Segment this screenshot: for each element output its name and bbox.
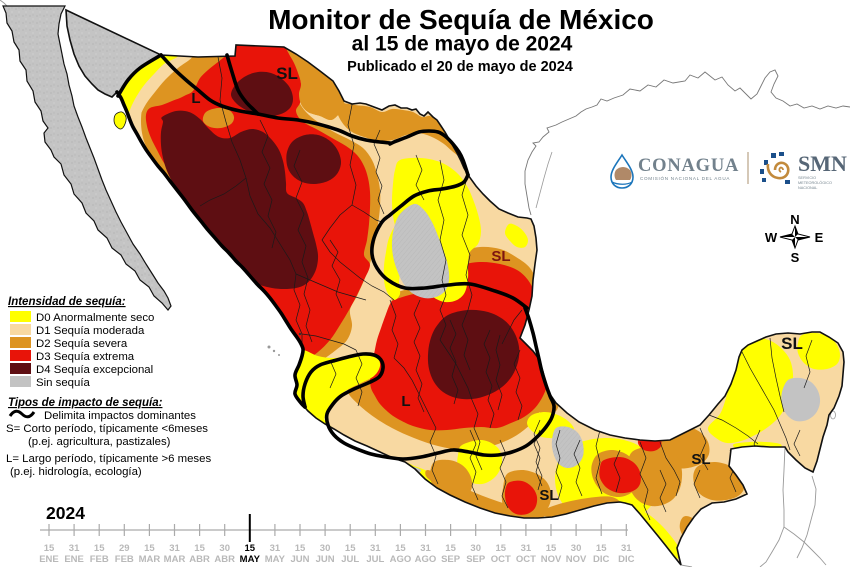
svg-text:D0 Anormalmente seco: D0 Anormalmente seco — [36, 312, 154, 324]
svg-text:FEB: FEB — [115, 554, 134, 565]
svg-text:Monitor de Sequía de México: Monitor de Sequía de México — [268, 4, 654, 35]
svg-text:L: L — [191, 90, 200, 107]
svg-text:JUL: JUL — [341, 554, 359, 565]
svg-text:CONAGUA: CONAGUA — [638, 156, 739, 176]
svg-text:OCT: OCT — [491, 554, 511, 565]
svg-text:MAR: MAR — [164, 554, 186, 565]
svg-text:W: W — [765, 230, 778, 245]
svg-text:2024: 2024 — [46, 503, 85, 523]
svg-text:AGO: AGO — [415, 554, 437, 565]
svg-text:15: 15 — [144, 543, 155, 554]
svg-text:Sin sequía: Sin sequía — [36, 377, 90, 389]
svg-text:31: 31 — [420, 543, 431, 554]
svg-text:15: 15 — [295, 543, 306, 554]
svg-text:31: 31 — [521, 543, 532, 554]
svg-text:31: 31 — [370, 543, 381, 554]
svg-text:L= Largo período, típicamente: L= Largo período, típicamente >6 meses — [6, 453, 211, 465]
svg-text:31: 31 — [621, 543, 632, 554]
svg-text:JUN: JUN — [290, 554, 309, 565]
svg-text:SMN: SMN — [798, 151, 847, 176]
svg-text:(p.ej. agricultura, pastizales: (p.ej. agricultura, pastizales) — [28, 436, 171, 448]
svg-text:E: E — [815, 230, 824, 245]
svg-text:SEP: SEP — [441, 554, 461, 565]
svg-text:SL: SL — [276, 64, 298, 83]
svg-text:AGO: AGO — [390, 554, 412, 565]
svg-text:31: 31 — [169, 543, 180, 554]
svg-text:15: 15 — [345, 543, 356, 554]
svg-text:ENE: ENE — [64, 554, 84, 565]
svg-text:15: 15 — [395, 543, 406, 554]
svg-text:15: 15 — [44, 543, 55, 554]
svg-text:30: 30 — [320, 543, 331, 554]
svg-text:DIC: DIC — [618, 554, 635, 565]
svg-text:15: 15 — [445, 543, 456, 554]
svg-text:SL: SL — [539, 487, 558, 504]
svg-text:29: 29 — [119, 543, 130, 554]
svg-text:NACIONAL: NACIONAL — [798, 186, 817, 190]
svg-text:MAR: MAR — [139, 554, 161, 565]
svg-text:30: 30 — [470, 543, 481, 554]
svg-text:Publicado el 20 de mayo de 202: Publicado el 20 de mayo de 2024 — [347, 59, 573, 75]
svg-text:SL: SL — [781, 334, 803, 353]
svg-text:COMISIÓN NACIONAL DEL AGUA: COMISIÓN NACIONAL DEL AGUA — [640, 175, 730, 181]
svg-text:NOV: NOV — [566, 554, 587, 565]
svg-text:al 15 de mayo de 2024: al 15 de mayo de 2024 — [352, 33, 573, 56]
svg-text:N: N — [790, 212, 799, 227]
svg-text:OCT: OCT — [516, 554, 536, 565]
svg-text:15: 15 — [94, 543, 105, 554]
svg-text:Tipos de impacto de sequía:: Tipos de impacto de sequía: — [8, 397, 163, 409]
svg-text:SL: SL — [691, 451, 710, 468]
svg-text:MAY: MAY — [240, 554, 261, 565]
svg-text:L: L — [401, 393, 410, 410]
svg-text:FEB: FEB — [90, 554, 109, 565]
svg-text:15: 15 — [596, 543, 607, 554]
svg-text:15: 15 — [245, 543, 256, 554]
svg-text:D4 Sequía excepcional: D4 Sequía excepcional — [36, 364, 153, 376]
svg-text:S: S — [791, 250, 800, 265]
svg-text:SL: SL — [491, 248, 510, 265]
svg-text:15: 15 — [194, 543, 205, 554]
svg-text:31: 31 — [69, 543, 80, 554]
svg-text:MAY: MAY — [265, 554, 286, 565]
svg-text:(p.ej. hidrología, ecología): (p.ej. hidrología, ecología) — [10, 466, 142, 478]
svg-text:15: 15 — [496, 543, 507, 554]
svg-text:ABR: ABR — [189, 554, 210, 565]
svg-text:ABR: ABR — [214, 554, 235, 565]
svg-text:JUL: JUL — [366, 554, 384, 565]
svg-text:15: 15 — [546, 543, 557, 554]
svg-text:Intensidad de sequía:: Intensidad de sequía: — [8, 296, 126, 308]
svg-text:D1 Sequía moderada: D1 Sequía moderada — [36, 325, 145, 337]
svg-text:ENE: ENE — [39, 554, 59, 565]
svg-text:SERVICIO: SERVICIO — [798, 176, 816, 180]
svg-text:31: 31 — [270, 543, 281, 554]
svg-text:D2 Sequía severa: D2 Sequía severa — [36, 338, 128, 350]
svg-text:DIC: DIC — [593, 554, 610, 565]
svg-text:30: 30 — [571, 543, 582, 554]
svg-text:Delimita impactos dominantes: Delimita impactos dominantes — [44, 410, 196, 422]
svg-text:S= Corto período, típicamente: S= Corto período, típicamente <6meses — [6, 423, 208, 435]
svg-text:JUN: JUN — [316, 554, 335, 565]
svg-text:METEOROLÓGICO: METEOROLÓGICO — [798, 180, 832, 185]
svg-text:SEP: SEP — [466, 554, 486, 565]
svg-text:D3 Sequía extrema: D3 Sequía extrema — [36, 351, 135, 363]
svg-text:NOV: NOV — [541, 554, 562, 565]
svg-text:30: 30 — [219, 543, 230, 554]
